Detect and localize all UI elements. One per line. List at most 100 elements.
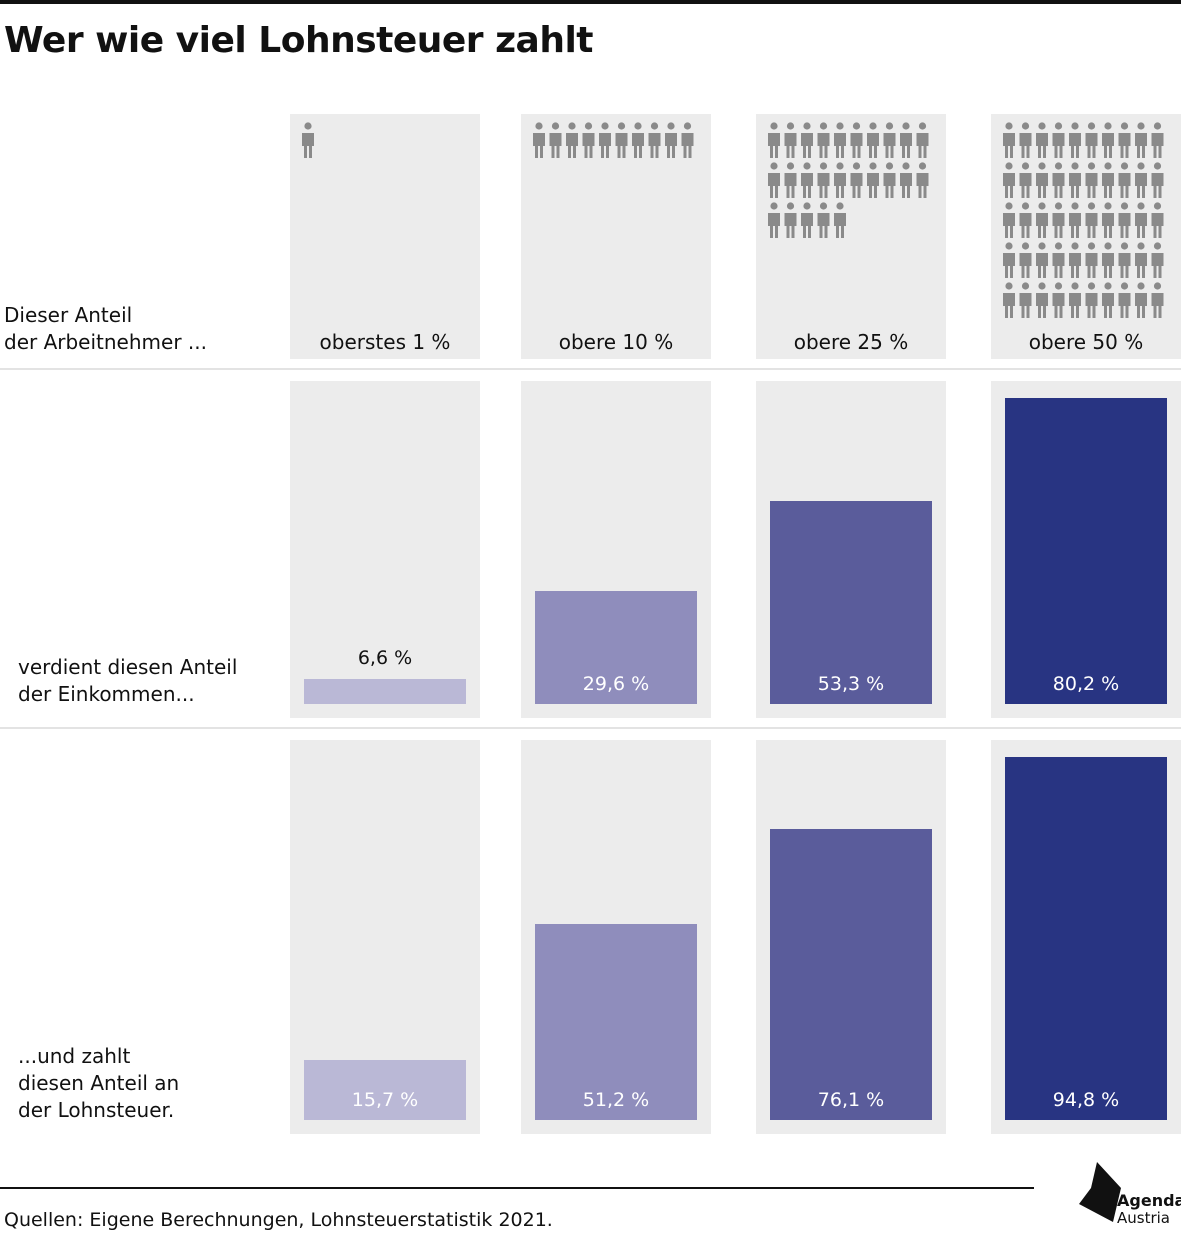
group-label: oberstes 1 % — [319, 330, 451, 354]
person-icon — [632, 122, 644, 158]
bar-row2-col3 — [770, 501, 932, 704]
person-icon — [1102, 282, 1114, 318]
bar-row3-col4 — [1005, 757, 1167, 1120]
person-icon — [1069, 162, 1081, 198]
person-icon — [801, 202, 813, 238]
person-icon — [1135, 202, 1147, 238]
person-icon — [1052, 162, 1065, 198]
logo-name: Agenda — [1117, 1191, 1181, 1210]
person-icon — [1052, 202, 1065, 238]
person-icon — [1019, 282, 1032, 318]
row-label-tax-line-2: diesen Anteil an — [18, 1071, 180, 1095]
person-icon — [784, 122, 797, 158]
person-icon — [1151, 202, 1164, 238]
person-icon — [883, 162, 896, 198]
panel-row1-col1 — [290, 114, 480, 359]
person-icon — [1151, 122, 1164, 158]
person-icon — [1118, 202, 1131, 238]
person-icon — [1135, 122, 1147, 158]
person-icon — [834, 162, 846, 198]
person-icon — [900, 122, 912, 158]
value-label: 80,2 % — [1052, 673, 1120, 695]
person-icon — [599, 122, 611, 158]
bar-row3-col2 — [535, 924, 697, 1120]
person-icon — [1069, 202, 1081, 238]
person-icon — [582, 122, 595, 158]
row-label-tax-line-3: der Lohnsteuer. — [18, 1098, 175, 1122]
person-icon — [1102, 242, 1114, 278]
top-rule — [0, 0, 1181, 4]
logo-mark-icon — [1079, 1162, 1121, 1222]
value-label: 6,6 % — [357, 647, 413, 669]
value-label: 76,1 % — [817, 1089, 885, 1111]
source-note: Quellen: Eigene Berechnungen, Lohnsteuer… — [4, 1209, 553, 1231]
chart-title: Wer wie viel Lohnsteuer zahlt — [4, 20, 594, 61]
person-icon — [1052, 282, 1065, 318]
person-icon — [916, 122, 929, 158]
panel-row2-col1 — [290, 381, 480, 718]
person-icon — [817, 162, 830, 198]
person-icon — [1151, 162, 1164, 198]
person-icon — [1019, 202, 1032, 238]
row-label-income-line-1: verdient diesen Anteil — [18, 655, 238, 679]
group-label: obere 25 % — [793, 330, 909, 354]
person-icon — [1003, 282, 1015, 318]
value-label: 94,8 % — [1052, 1089, 1120, 1111]
person-icon — [1019, 162, 1032, 198]
person-icon — [900, 162, 912, 198]
people-icons-group — [1003, 122, 1164, 318]
person-icon — [1118, 122, 1131, 158]
person-icon — [784, 162, 797, 198]
bar-row3-col3 — [770, 829, 932, 1120]
person-icon — [549, 122, 562, 158]
row-label-tax-line-1: ...und zahlt — [18, 1044, 131, 1068]
person-icon — [1118, 282, 1131, 318]
row-label-workers-line-2: der Arbeitnehmer ... — [4, 330, 207, 354]
logo-sub: Austria — [1117, 1209, 1170, 1227]
person-icon — [1052, 122, 1065, 158]
person-icon — [1085, 202, 1098, 238]
person-icon — [1003, 122, 1015, 158]
person-icon — [817, 202, 830, 238]
person-icon — [1102, 162, 1114, 198]
person-icon — [850, 122, 863, 158]
person-icon — [1135, 282, 1147, 318]
person-icon — [883, 122, 896, 158]
separator-2 — [0, 727, 1181, 729]
row-label-tax: ...und zahlt diesen Anteil an der Lohnst… — [18, 1043, 179, 1124]
person-icon — [1118, 162, 1131, 198]
person-icon — [867, 122, 879, 158]
person-icon — [1003, 162, 1015, 198]
bar-row2-col2 — [535, 591, 697, 704]
bar-row2-col4 — [1005, 398, 1167, 704]
person-icon — [916, 162, 929, 198]
person-icon — [1135, 162, 1147, 198]
person-icon — [801, 122, 813, 158]
person-icon — [648, 122, 661, 158]
person-icon — [850, 162, 863, 198]
person-icon — [1003, 242, 1015, 278]
agenda-austria-logo: Agenda Austria — [1077, 1160, 1181, 1230]
value-label: 15,7 % — [351, 1089, 419, 1111]
person-icon — [1085, 242, 1098, 278]
person-icon — [784, 202, 797, 238]
person-icon — [801, 162, 813, 198]
person-icon — [1069, 242, 1081, 278]
row-label-workers-line-1: Dieser Anteil — [4, 303, 133, 327]
person-icon — [1019, 242, 1032, 278]
group-label: obere 50 % — [1028, 330, 1144, 354]
person-icon — [1102, 202, 1114, 238]
person-icon — [1102, 122, 1114, 158]
row-label-workers: Dieser Anteil der Arbeitnehmer ... — [4, 302, 207, 356]
person-icon — [1036, 122, 1048, 158]
value-label: 29,6 % — [582, 673, 650, 695]
person-icon — [1085, 282, 1098, 318]
person-icon — [1036, 282, 1048, 318]
person-icon — [834, 122, 846, 158]
person-icon — [1036, 242, 1048, 278]
person-icon — [665, 122, 677, 158]
person-icon — [867, 162, 879, 198]
value-label: 53,3 % — [817, 673, 885, 695]
person-icon — [817, 122, 830, 158]
person-icon — [615, 122, 628, 158]
